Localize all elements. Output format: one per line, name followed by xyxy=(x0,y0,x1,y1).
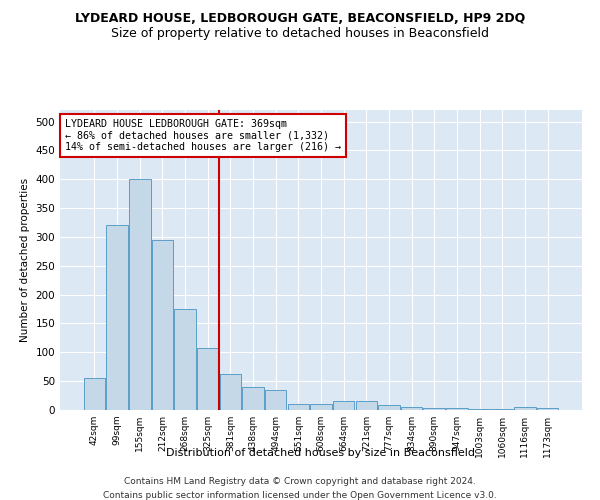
Text: Distribution of detached houses by size in Beaconsfield: Distribution of detached houses by size … xyxy=(167,448,476,458)
Bar xyxy=(333,402,355,410)
Bar xyxy=(378,406,400,410)
Bar xyxy=(537,408,558,410)
Bar xyxy=(106,226,128,410)
Text: LYDEARD HOUSE, LEDBOROUGH GATE, BEACONSFIELD, HP9 2DQ: LYDEARD HOUSE, LEDBOROUGH GATE, BEACONSF… xyxy=(75,12,525,26)
Bar xyxy=(265,390,286,410)
Bar xyxy=(446,408,467,410)
Bar xyxy=(84,378,105,410)
Bar xyxy=(401,407,422,410)
Bar xyxy=(197,348,218,410)
Bar xyxy=(129,179,151,410)
Bar xyxy=(310,404,332,410)
Bar xyxy=(514,407,536,410)
Bar xyxy=(242,387,264,410)
Text: Contains public sector information licensed under the Open Government Licence v3: Contains public sector information licen… xyxy=(103,491,497,500)
Bar xyxy=(152,240,173,410)
Bar xyxy=(220,374,241,410)
Y-axis label: Number of detached properties: Number of detached properties xyxy=(20,178,30,342)
Text: LYDEARD HOUSE LEDBOROUGH GATE: 369sqm
← 86% of detached houses are smaller (1,33: LYDEARD HOUSE LEDBOROUGH GATE: 369sqm ← … xyxy=(65,119,341,152)
Text: Size of property relative to detached houses in Beaconsfield: Size of property relative to detached ho… xyxy=(111,28,489,40)
Bar xyxy=(356,402,377,410)
Text: Contains HM Land Registry data © Crown copyright and database right 2024.: Contains HM Land Registry data © Crown c… xyxy=(124,478,476,486)
Bar xyxy=(287,404,309,410)
Bar xyxy=(469,409,490,410)
Bar xyxy=(424,408,445,410)
Bar xyxy=(175,309,196,410)
